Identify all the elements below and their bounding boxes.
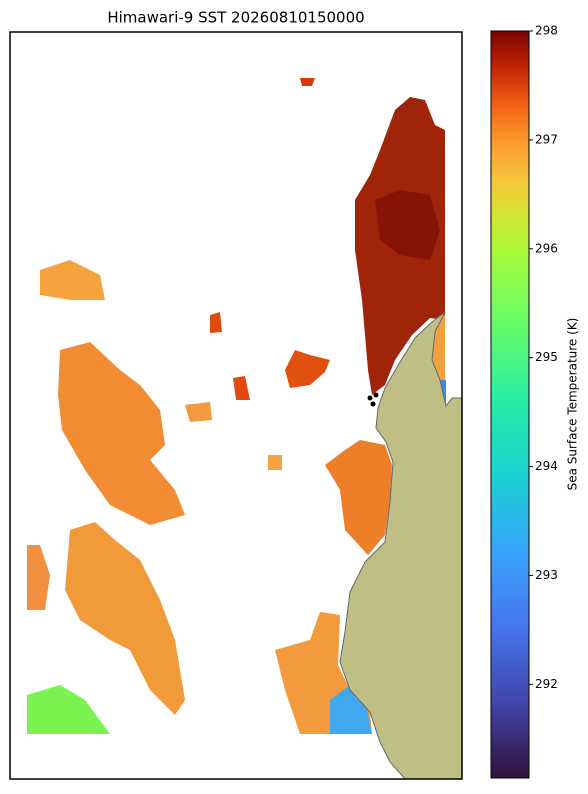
map — [27, 78, 462, 779]
colorbar-tick-label: 297 — [535, 132, 558, 146]
sst-blob — [268, 455, 282, 470]
map-title: Himawari-9 SST 20260810150000 — [107, 9, 364, 27]
sst-nw — [40, 260, 105, 300]
colorbar-tick-label: 293 — [535, 568, 558, 582]
colorbar-tick-label: 295 — [535, 350, 558, 364]
colorbar-label: Sea Surface Temperature (K) — [566, 318, 580, 491]
colorbar-tick-label: 298 — [535, 24, 558, 38]
sst-core — [375, 190, 440, 260]
sst-mid — [325, 440, 392, 555]
sst-blob — [300, 78, 315, 86]
sst-west2 — [65, 522, 185, 715]
colorbar — [490, 30, 530, 779]
sst-sw — [27, 685, 110, 734]
sst-blob — [185, 402, 212, 422]
colorbar-tick-label: 296 — [535, 241, 558, 255]
marker — [367, 395, 373, 401]
sst-blob — [233, 376, 250, 400]
colorbar-tick-label: 294 — [535, 459, 558, 473]
marker — [373, 392, 379, 398]
sst-west1 — [58, 342, 185, 525]
map-frame — [9, 31, 463, 780]
land — [339, 311, 462, 779]
colorbar-tick-label: 292 — [535, 677, 558, 691]
sst-blob — [210, 312, 222, 333]
sst-sw2 — [27, 545, 50, 610]
sst-blob — [285, 350, 330, 388]
marker — [370, 401, 376, 407]
